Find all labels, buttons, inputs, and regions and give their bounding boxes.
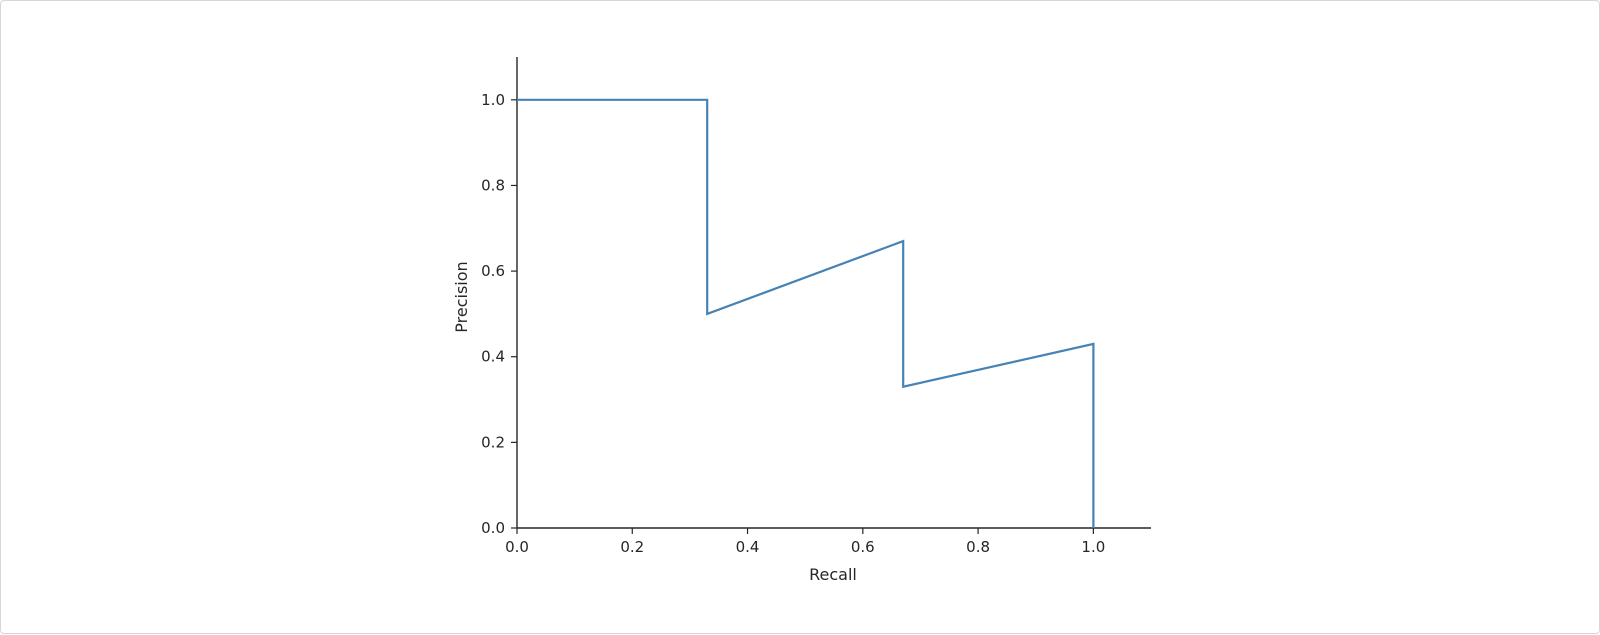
- x-tick-label: 0.2: [620, 538, 644, 556]
- y-tick-label: 0.4: [481, 348, 505, 366]
- x-tick-label: 0.8: [966, 538, 990, 556]
- y-axis-label: Precision: [452, 261, 471, 332]
- y-tick-label: 0.2: [481, 433, 505, 451]
- x-axis-label: Recall: [809, 565, 857, 584]
- x-tick-label: 1.0: [1081, 538, 1105, 556]
- y-tick-label: 0.6: [481, 262, 505, 280]
- precision-recall-line: [517, 98, 1095, 528]
- plot-area: 0.0 0.2 0.4 0.6 0.8 1.0 0.0 0.2 0.4 0.6 0.8 1.0: [481, 57, 1151, 556]
- y-tick-label: 0.8: [481, 176, 505, 194]
- x-tick-label: 0.6: [851, 538, 875, 556]
- y-tick-label: 0.0: [481, 519, 505, 537]
- x-tick-label: 0.0: [505, 538, 529, 556]
- x-tick-label: 0.4: [736, 538, 760, 556]
- y-tick-label: 1.0: [481, 91, 505, 109]
